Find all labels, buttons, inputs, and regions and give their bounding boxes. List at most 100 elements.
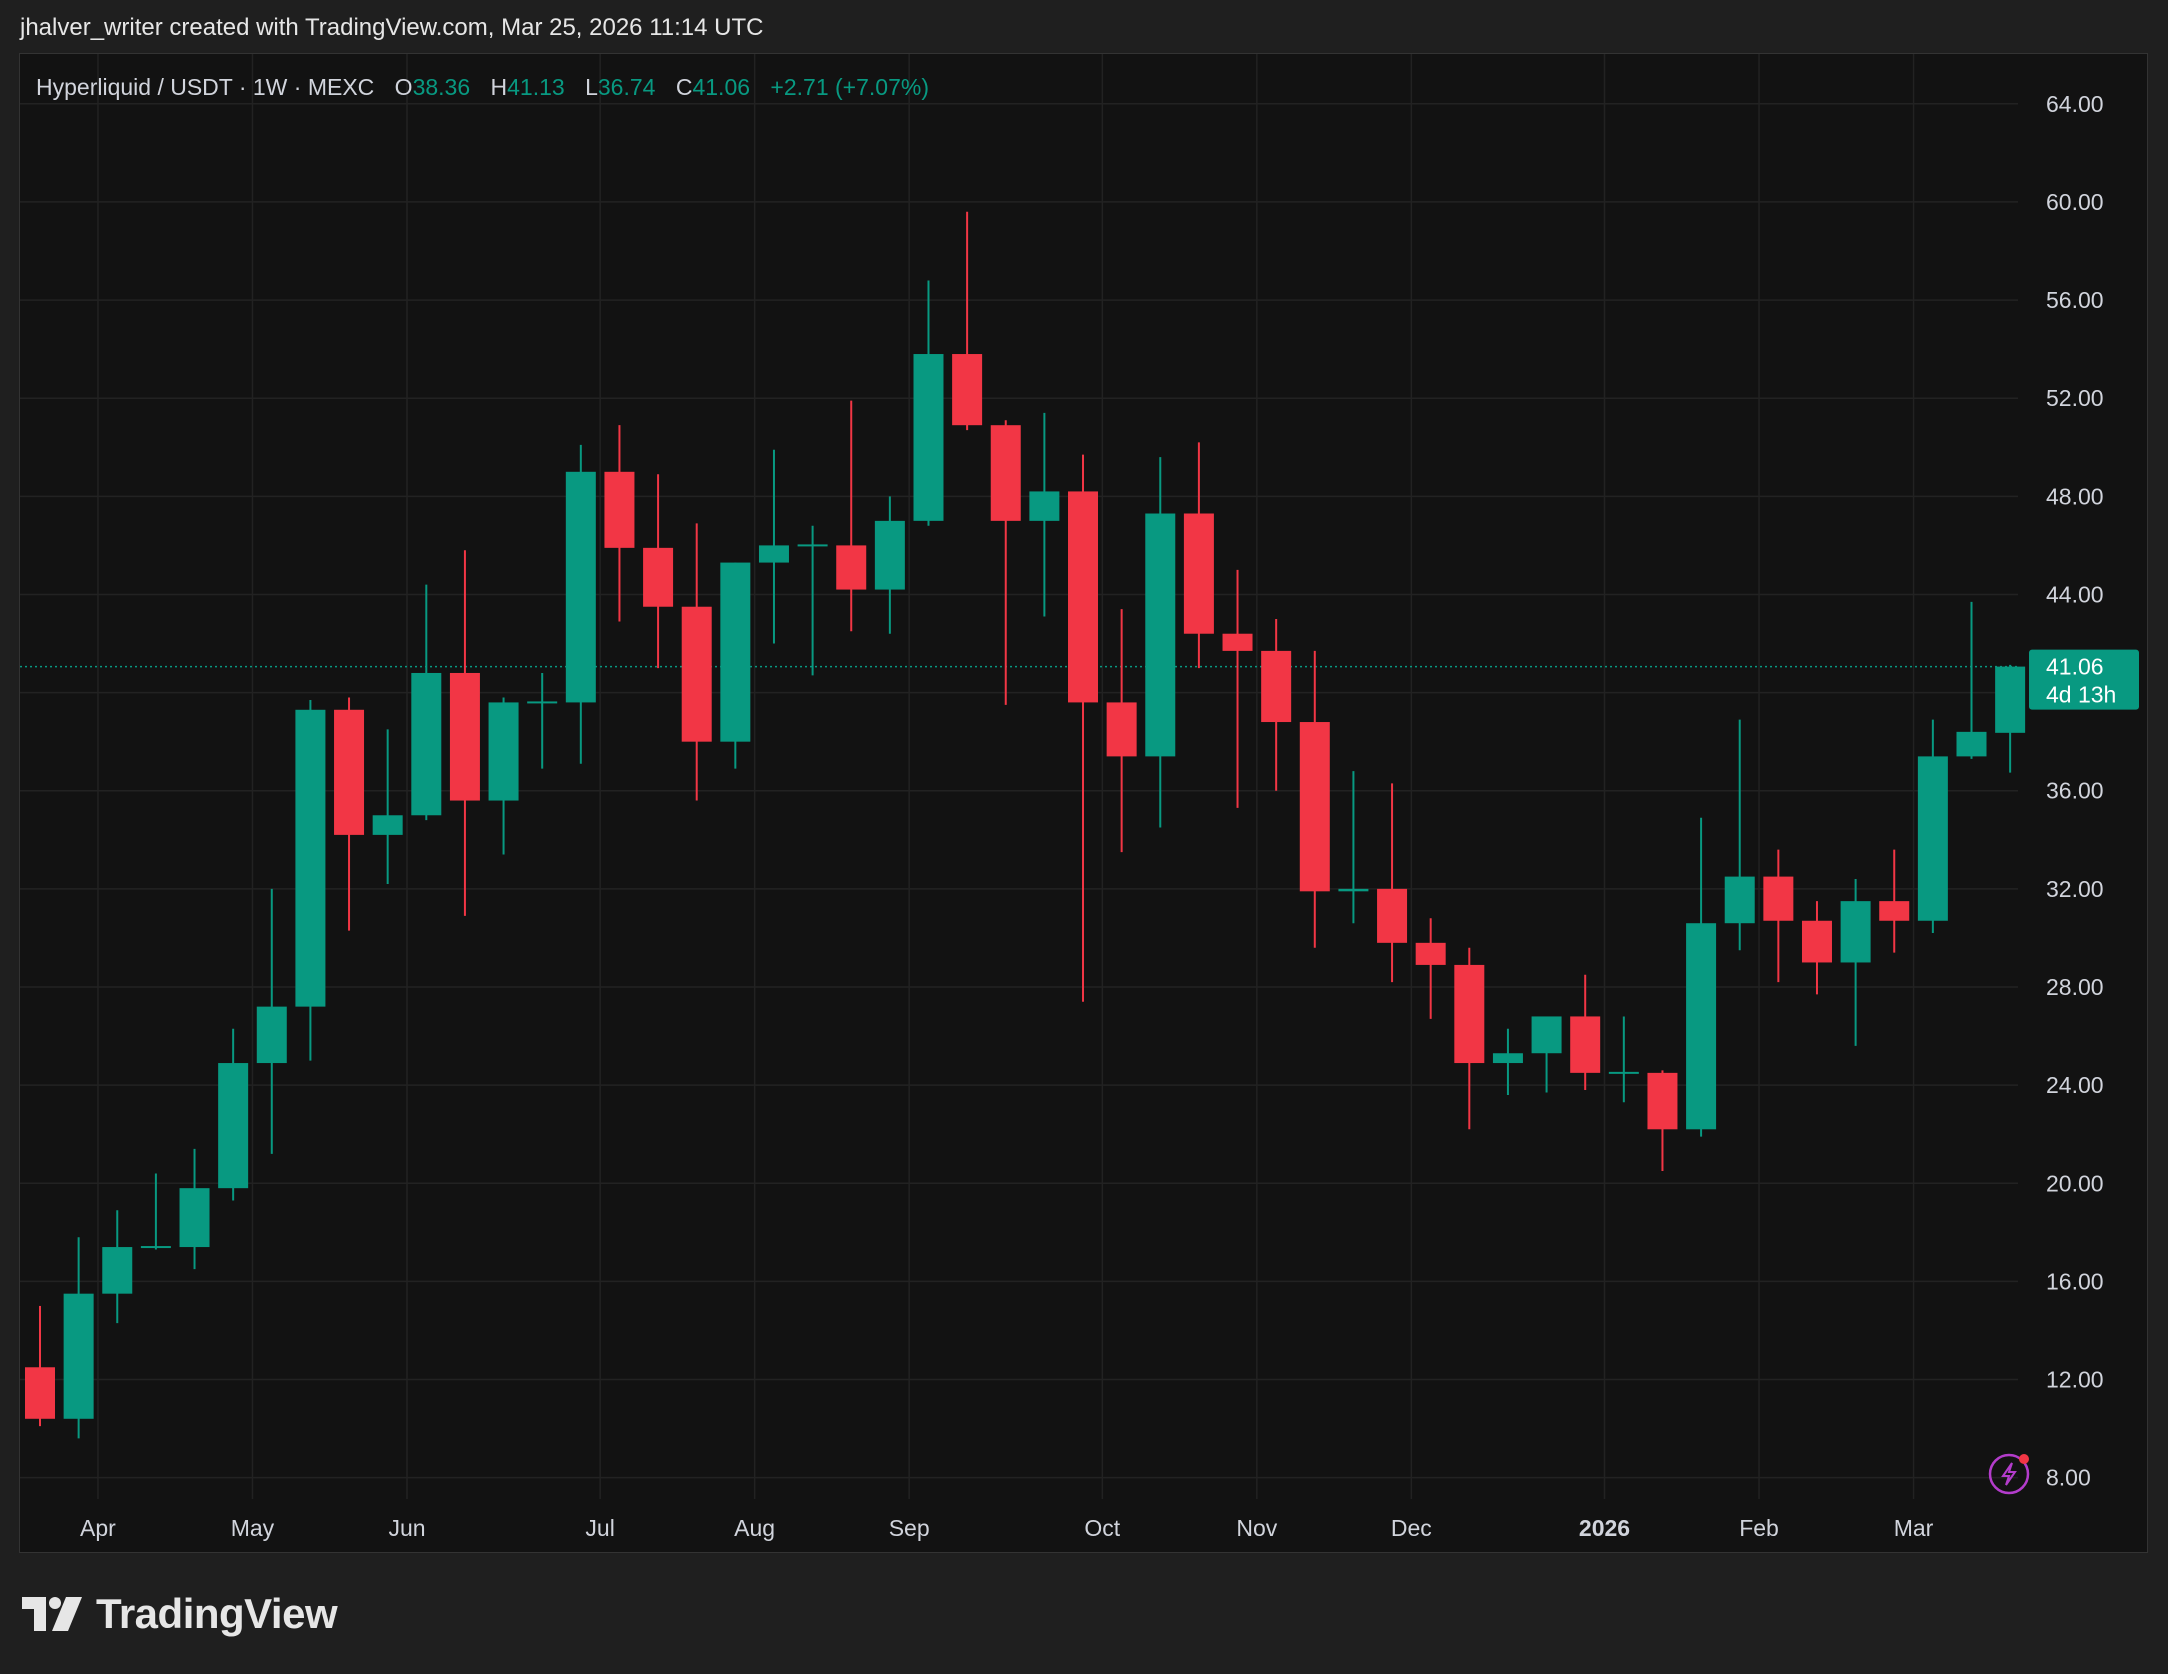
candle-body <box>25 1367 55 1419</box>
candle <box>836 400 867 632</box>
x-tick-label: Nov <box>1236 1515 1277 1541</box>
candle <box>411 584 442 821</box>
candle <box>1183 442 1214 669</box>
candle-body <box>643 547 674 607</box>
candle <box>1531 1016 1562 1093</box>
y-tick-label: 64.00 <box>2046 91 2104 117</box>
candle <box>604 425 635 622</box>
candle <box>643 474 674 669</box>
x-tick-label: Jun <box>388 1515 425 1541</box>
candle-body <box>797 544 828 547</box>
candle <box>488 697 519 855</box>
candle-body <box>1492 1053 1523 1064</box>
candle <box>1222 569 1253 808</box>
y-tick-label: 52.00 <box>2046 385 2104 411</box>
candle-body <box>140 1246 171 1249</box>
candle <box>1415 918 1446 1019</box>
low-label: L <box>585 74 598 100</box>
y-tick-label: 8.00 <box>2046 1465 2091 1491</box>
lightning-icon[interactable] <box>1988 1453 2030 1495</box>
candle <box>1299 650 1330 948</box>
candle <box>1686 817 1717 1137</box>
candle <box>1724 719 1755 951</box>
candle <box>1763 849 1794 983</box>
y-tick-label: 32.00 <box>2046 876 2104 902</box>
candle-body <box>758 545 789 563</box>
candlestick-chart[interactable]: 64.0060.0056.0052.0048.0044.0040.0036.00… <box>20 54 2149 1554</box>
candle <box>1995 664 2026 773</box>
candle-body <box>1840 901 1871 963</box>
y-tick-label: 44.00 <box>2046 581 2104 607</box>
candle <box>218 1028 249 1201</box>
candle-body <box>1338 888 1369 892</box>
candle <box>372 729 403 884</box>
y-axis: 64.0060.0056.0052.0048.0044.0040.0036.00… <box>2046 91 2104 1491</box>
candle-body <box>952 354 983 426</box>
candle-body <box>449 672 480 801</box>
candle-body <box>1299 722 1330 892</box>
candle-body <box>1415 942 1446 965</box>
y-tick-label: 24.00 <box>2046 1072 2104 1098</box>
candles <box>25 211 2026 1439</box>
candle <box>140 1173 171 1250</box>
candle-body <box>990 425 1021 521</box>
candle <box>1068 454 1099 1002</box>
high-value: 41.13 <box>507 74 565 100</box>
candle <box>1840 879 1871 1046</box>
candle <box>25 1305 55 1427</box>
candle-body <box>1222 633 1253 651</box>
candle-body <box>1570 1016 1601 1073</box>
y-tick-label: 12.00 <box>2046 1367 2104 1393</box>
y-tick-label: 56.00 <box>2046 287 2104 313</box>
candle <box>1570 974 1601 1091</box>
candle-body <box>913 354 944 521</box>
candle <box>1029 412 1060 617</box>
candle <box>797 525 828 676</box>
candle-body <box>1995 666 2026 733</box>
candle-body <box>1879 901 1910 921</box>
bar-countdown-label: 4d 13h <box>2046 682 2116 708</box>
candle <box>256 888 287 1154</box>
candle-body <box>1377 888 1408 943</box>
chart-panel[interactable]: 64.0060.0056.0052.0048.0044.0040.0036.00… <box>19 53 2148 1553</box>
tradingview-logo-icon <box>22 1597 82 1631</box>
y-tick-label: 28.00 <box>2046 974 2104 1000</box>
candle <box>913 280 944 526</box>
candle-body <box>63 1293 94 1419</box>
candle <box>758 449 789 644</box>
candle <box>1338 771 1369 924</box>
x-tick-label: Jul <box>585 1515 614 1541</box>
candle-body <box>1029 491 1060 521</box>
candle <box>1454 947 1485 1130</box>
candle <box>720 562 751 769</box>
open-label: O <box>395 74 413 100</box>
y-tick-label: 36.00 <box>2046 778 2104 804</box>
candle-body <box>1531 1016 1562 1054</box>
candle <box>1145 457 1176 828</box>
candle <box>334 697 365 931</box>
symbol-label: Hyperliquid / USDT <box>36 74 233 100</box>
candle-body <box>1183 513 1214 634</box>
open-value: 38.36 <box>413 74 471 100</box>
candle <box>449 550 480 916</box>
y-tick-label: 60.00 <box>2046 189 2104 215</box>
candle-body <box>1261 650 1292 723</box>
candle <box>990 420 1021 705</box>
x-tick-label: May <box>231 1515 275 1541</box>
candle-body <box>1647 1072 1678 1130</box>
candle-body <box>372 815 403 835</box>
candle-body <box>179 1188 210 1248</box>
candle <box>1956 601 1987 759</box>
x-tick-label: Aug <box>734 1515 775 1541</box>
candle-body <box>102 1247 133 1294</box>
x-axis: Apr May Jun Jul Aug Sep Oct Nov Dec 2026 Feb Mar <box>80 1515 1934 1541</box>
interval-label: 1W <box>253 74 288 100</box>
candle-body <box>218 1063 249 1189</box>
legend-separator: · <box>294 74 308 100</box>
candle <box>295 699 326 1061</box>
x-tick-label: Mar <box>1894 1515 1934 1541</box>
candle <box>1608 1016 1639 1103</box>
x-tick-label: Feb <box>1739 1515 1779 1541</box>
candle-body <box>334 709 365 835</box>
tradingview-logo[interactable]: TradingView <box>22 1590 338 1638</box>
